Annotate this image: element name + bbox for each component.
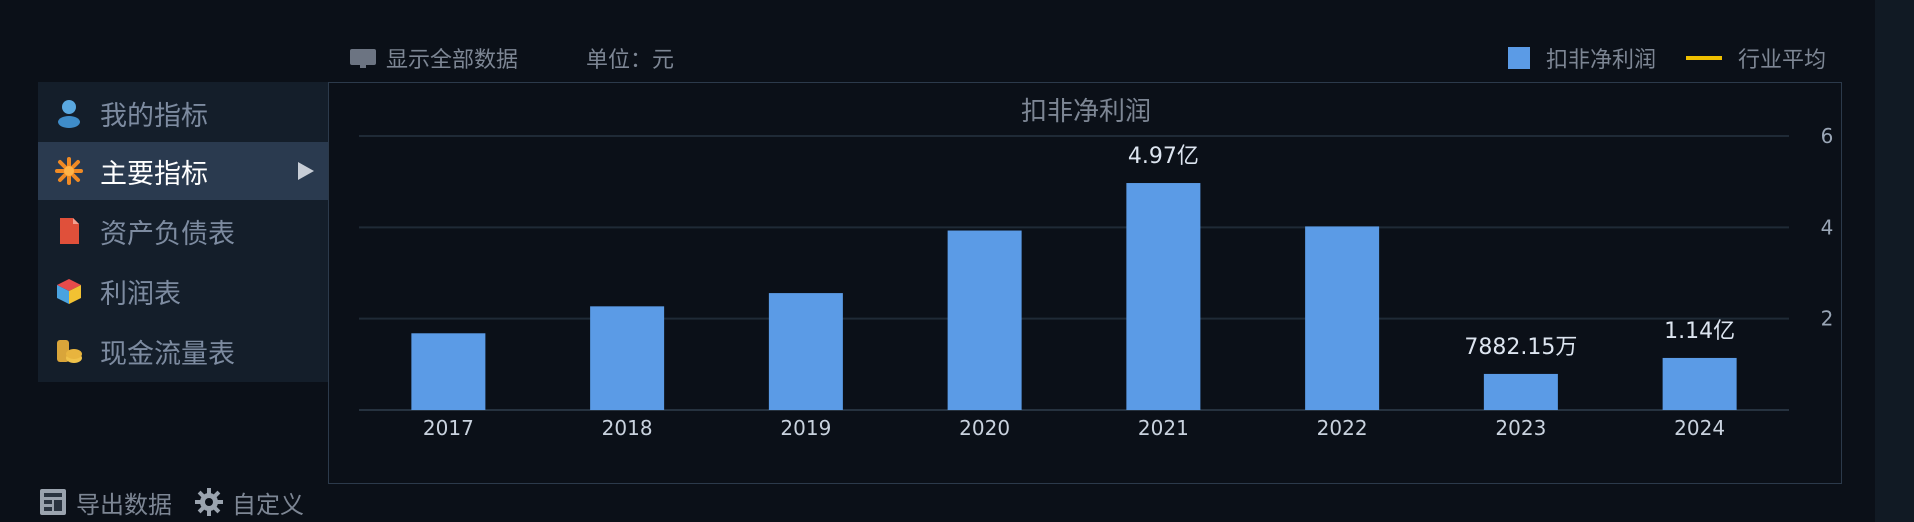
legend-bar-swatch xyxy=(1508,47,1530,69)
bar-2017 xyxy=(411,333,486,410)
y-tick-label: 4 xyxy=(1821,215,1834,239)
export-icon xyxy=(40,489,66,515)
indicator-sidebar: 我的指标 主要指标 资产负债表 利润表 xyxy=(38,82,328,382)
x-tick-label: 2020 xyxy=(959,416,1010,440)
y-tick-label: 2 xyxy=(1821,307,1834,331)
cube-icon xyxy=(54,276,84,306)
sidebar-item-my-indicators[interactable]: 我的指标 xyxy=(38,84,328,142)
sidebar-item-label: 资产负债表 xyxy=(100,218,235,250)
data-label: 7882.15万 xyxy=(1464,335,1577,360)
x-tick-label: 2022 xyxy=(1317,416,1368,440)
sidebar-item-label: 我的指标 xyxy=(100,100,208,132)
y-tick-label: 6 xyxy=(1821,124,1834,148)
document-icon xyxy=(54,216,84,246)
bar-2021 xyxy=(1126,183,1201,410)
legend-bar-label: 扣非净利润 xyxy=(1546,48,1657,73)
sidebar-item-cash-flow[interactable]: 现金流量表 xyxy=(38,322,328,380)
data-label: 1.14亿 xyxy=(1664,319,1735,344)
chevron-right-icon xyxy=(298,162,314,180)
show-all-data-label: 显示全部数据 xyxy=(386,48,519,73)
chart-frame: 扣非净利润 2 4 6 2017 2018 2019 2020 2021 4.97亿 2022 2… xyxy=(328,82,1842,484)
coins-icon xyxy=(54,336,84,366)
bar-2023 xyxy=(1483,373,1558,410)
customize-label: 自定义 xyxy=(232,490,304,519)
bar-2020 xyxy=(947,230,1022,410)
sidebar-item-label: 利润表 xyxy=(100,278,181,310)
chart-title: 扣非净利润 xyxy=(1021,97,1151,127)
user-icon xyxy=(54,98,84,128)
sidebar-item-main-indicators[interactable]: 主要指标 xyxy=(38,142,328,200)
legend-line-label: 行业平均 xyxy=(1738,48,1827,73)
export-data-label: 导出数据 xyxy=(76,490,172,519)
x-tick-label: 2021 xyxy=(1138,416,1189,440)
monitor-icon xyxy=(350,49,376,68)
bar-2018 xyxy=(590,306,665,410)
bar-2022 xyxy=(1305,226,1380,410)
unit-label: 单位：元 xyxy=(586,42,674,74)
sidebar-item-income-statement[interactable]: 利润表 xyxy=(38,262,328,320)
legend-line-swatch xyxy=(1686,56,1722,60)
unit-text: 单位：元 xyxy=(586,48,675,73)
right-panel-edge xyxy=(1875,0,1914,522)
x-tick-label: 2024 xyxy=(1674,416,1725,440)
x-tick-label: 2019 xyxy=(780,416,831,440)
customize-button[interactable]: 自定义 xyxy=(194,484,304,520)
export-data-button[interactable]: 导出数据 xyxy=(38,484,172,520)
x-tick-label: 2017 xyxy=(423,416,474,440)
show-all-data-toggle[interactable]: 显示全部数据 xyxy=(350,42,518,74)
gear-icon xyxy=(195,488,223,516)
bar-2019 xyxy=(768,293,843,410)
sidebar-item-label: 现金流量表 xyxy=(100,338,235,370)
legend-bar-item[interactable]: 扣非净利润 xyxy=(1508,42,1656,74)
profit-bar-chart: 扣非净利润 2 4 6 2017 2018 2019 2020 2021 4.97亿 2022 2… xyxy=(359,97,1834,440)
legend-line-item[interactable]: 行业平均 xyxy=(1686,42,1826,74)
bar-2024 xyxy=(1662,357,1737,410)
star-burst-icon xyxy=(54,156,84,186)
x-tick-label: 2023 xyxy=(1495,416,1546,440)
x-tick-label: 2018 xyxy=(602,416,653,440)
data-label: 4.97亿 xyxy=(1128,144,1199,169)
sidebar-item-balance-sheet[interactable]: 资产负债表 xyxy=(38,202,328,260)
sidebar-item-label: 主要指标 xyxy=(100,158,208,190)
